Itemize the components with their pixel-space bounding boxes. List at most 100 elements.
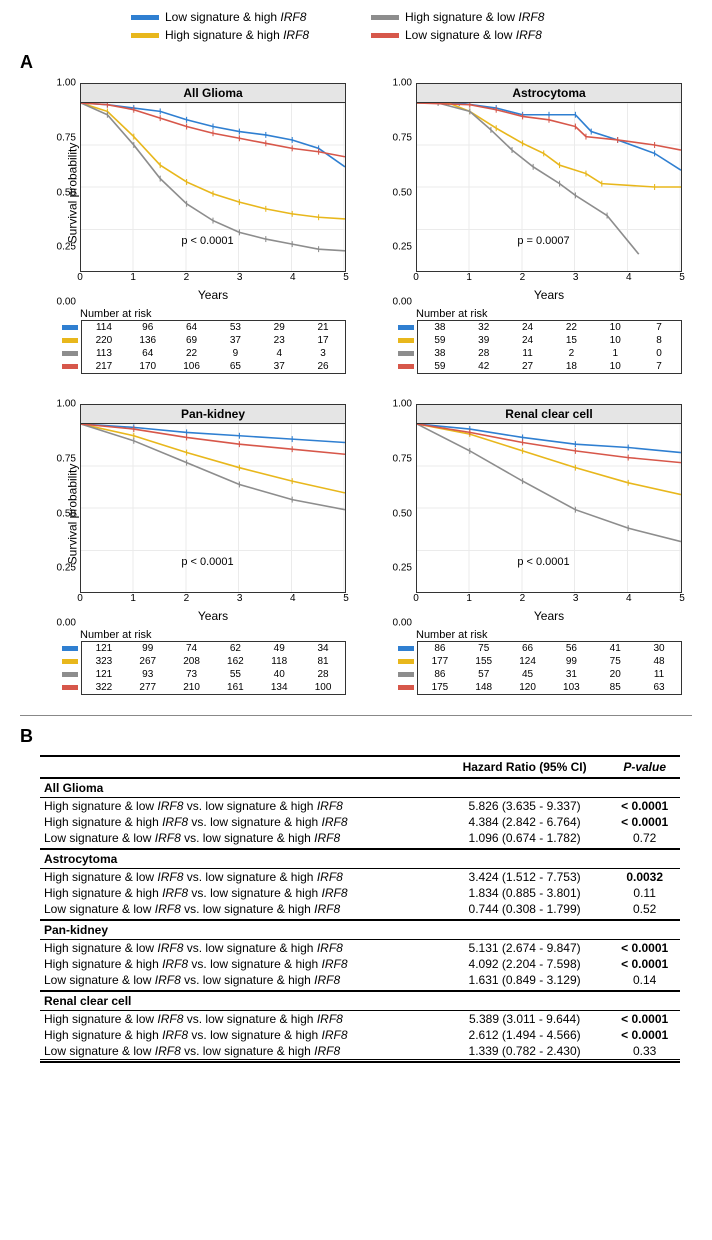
y-tick-label: 0.00 [57,618,76,629]
risk-cell: 7 [637,321,681,334]
y-tick-label: 1.00 [57,399,76,410]
risk-cell: 28 [462,347,506,360]
p-cell: < 0.0001 [609,940,680,957]
risk-cell: 37 [213,334,257,347]
comparison-cell: High signature & low IRF8 vs. low signat… [40,798,440,815]
risk-cell: 57 [462,668,506,681]
risk-swatch [398,659,414,664]
comparison-cell: High signature & low IRF8 vs. low signat… [40,940,440,957]
risk-cell: 59 [418,360,462,373]
comparison-cell: High signature & high IRF8 vs. low signa… [40,814,440,830]
y-tick-label: 0.75 [393,132,412,143]
risk-cell: 28 [301,668,345,681]
p-cell: 0.52 [609,901,680,917]
risk-swatch [398,646,414,651]
risk-cell: 114 [82,321,126,334]
y-tick-label: 0.00 [57,297,76,308]
risk-cell: 40 [257,668,301,681]
y-tick-label: 0.25 [393,242,412,253]
comparison-row: High signature & high IRF8 vs. low signa… [40,1027,680,1043]
risk-row: 1219974624934 [82,642,345,655]
p-cell: < 0.0001 [609,1027,680,1043]
legend-label: Low signature & high IRF8 [165,10,306,24]
x-tick-label: 2 [520,593,526,604]
x-tick-label: 4 [626,272,632,283]
legend-swatch [371,15,399,20]
risk-cell: 66 [506,642,550,655]
risk-swatches [398,641,417,695]
table-header-p: P-value [609,756,680,778]
legend-label: High signature & high IRF8 [165,28,309,42]
p-cell: < 0.0001 [609,814,680,830]
risk-cell: 59 [418,334,462,347]
risk-cell: 86 [418,642,462,655]
risk-cell: 20 [593,668,637,681]
x-tick-label: 1 [130,272,136,283]
y-tick-label: 0.50 [393,187,412,198]
y-tick-label: 1.00 [393,399,412,410]
risk-cell: 24 [506,334,550,347]
risk-swatch [62,646,78,651]
x-tick-label: 3 [573,593,579,604]
risk-cell: 63 [637,681,681,694]
risk-row: 22013669372317 [82,334,345,347]
comparison-cell: High signature & low IRF8 vs. low signat… [40,869,440,886]
section-divider [20,715,692,716]
risk-cell: 121 [82,642,126,655]
risk-row: 38322422107 [418,321,681,334]
panel-b-label: B [20,726,692,747]
km-curve [417,103,681,150]
p-cell: 0.72 [609,830,680,846]
group-name-cell: Pan-kidney [40,920,680,940]
risk-cell: 75 [462,642,506,655]
risk-cell: 27 [506,360,550,373]
table-header-hr: Hazard Ratio (95% CI) [440,756,609,778]
x-tick-label: 2 [184,593,190,604]
plot-box: Survival probability 0.000.250.500.751.0… [50,83,346,302]
risk-cell: 175 [418,681,462,694]
y-tick-label: 0.25 [57,563,76,574]
risk-cell: 24 [506,321,550,334]
y-tick-label: 0.50 [57,508,76,519]
risk-cell: 121 [82,668,126,681]
risk-cell: 0 [637,347,681,360]
y-tick-label: 0.00 [393,297,412,308]
plot-box: Survival probability 0.000.250.500.751.0… [50,404,346,623]
x-tick-label: 0 [413,272,419,283]
risk-cell: 81 [301,655,345,668]
plot-area: p < 0.0001 [80,102,346,272]
risk-cell: 31 [549,668,593,681]
x-axis-label: Years [80,288,346,302]
risk-cell: 32 [462,321,506,334]
risk-cell: 64 [170,321,214,334]
risk-cell: 9 [213,347,257,360]
x-tick-label: 0 [77,272,83,283]
risk-swatch [62,672,78,677]
risk-row: 1219373554028 [82,668,345,681]
p-cell: < 0.0001 [609,798,680,815]
comparison-row: High signature & high IRF8 vs. low signa… [40,814,680,830]
risk-cell: 11 [637,668,681,681]
x-ticks: 012345 [80,272,346,286]
risk-swatch [62,338,78,343]
comparison-cell: Low signature & low IRF8 vs. low signatu… [40,972,440,988]
chart-title: Renal clear cell [416,404,682,423]
risk-row: 382811210 [418,347,681,360]
y-tick-label: 0.50 [57,187,76,198]
km-chart: 0.000.250.500.751.00 Renal clear cell p … [386,404,682,695]
risk-swatch [398,351,414,356]
comparison-cell: Low signature & low IRF8 vs. low signatu… [40,830,440,846]
hr-cell: 5.131 (2.674 - 9.847) [440,940,609,957]
risk-row: 867566564130 [418,642,681,655]
y-tick-label: 0.75 [393,453,412,464]
comparison-row: High signature & low IRF8 vs. low signat… [40,798,680,815]
y-ticks: 0.000.250.500.751.00 [50,83,80,302]
comparison-cell: Low signature & low IRF8 vs. low signatu… [40,1043,440,1060]
y-ticks: 0.000.250.500.751.00 [386,404,416,623]
y-tick-label: 1.00 [57,78,76,89]
risk-cell: 26 [301,360,345,373]
risk-title: Number at risk [80,308,346,320]
risk-cell: 73 [170,668,214,681]
y-tick-label: 0.75 [57,453,76,464]
risk-cell: 15 [549,334,593,347]
